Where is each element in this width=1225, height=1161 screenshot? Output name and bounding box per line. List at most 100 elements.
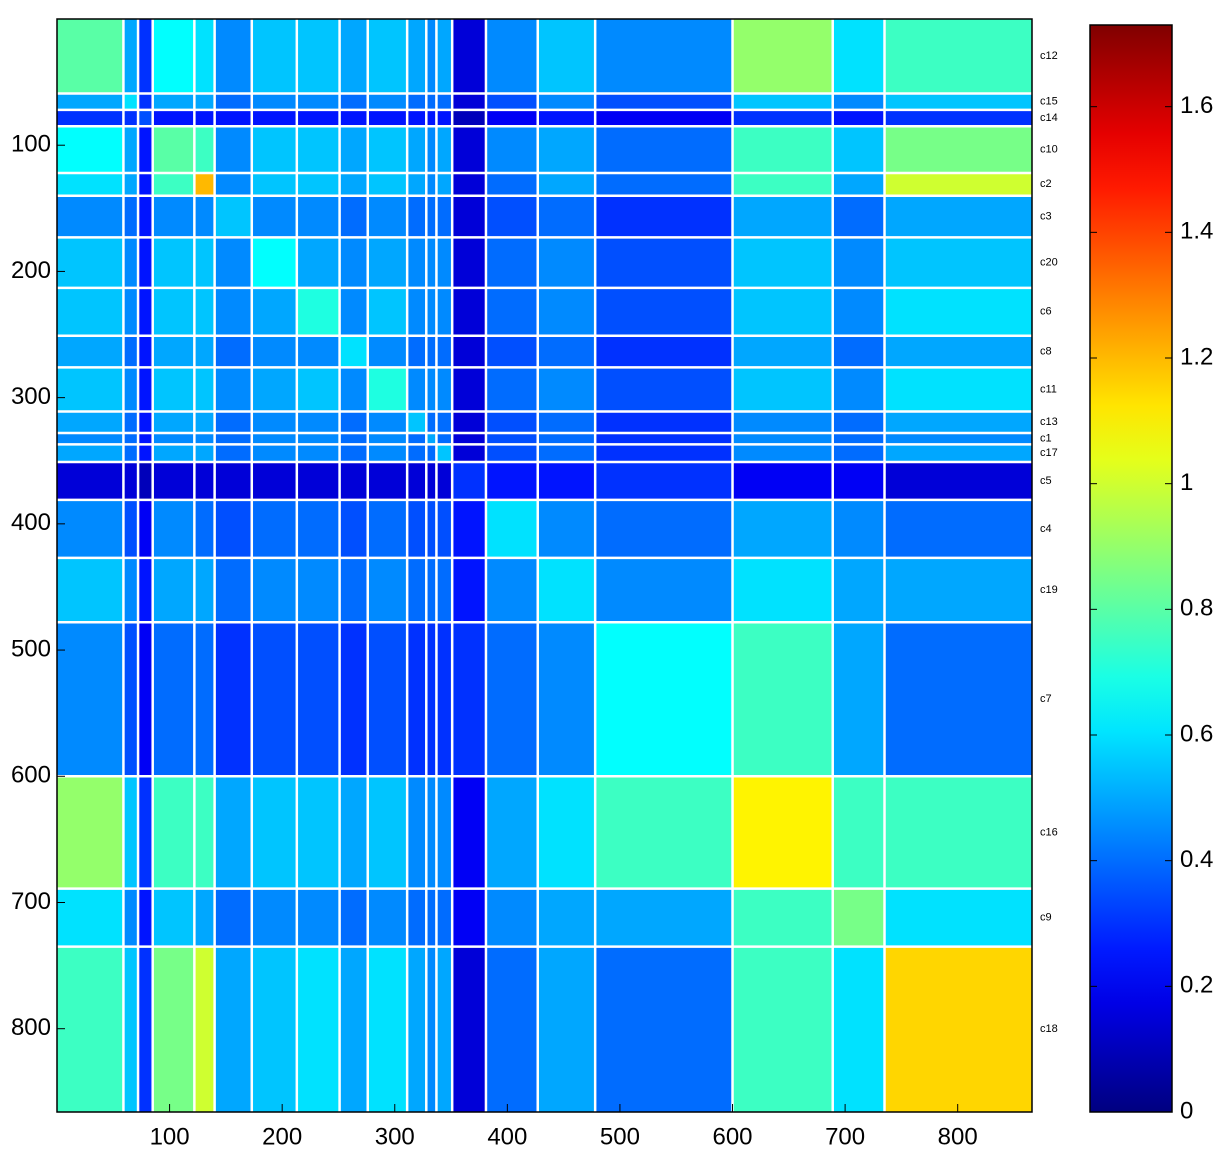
heatmap-cell bbox=[452, 335, 487, 368]
heatmap-cell bbox=[296, 237, 341, 289]
cluster-label: c8 bbox=[1040, 345, 1052, 357]
heatmap-cell bbox=[57, 287, 124, 337]
heatmap-cell bbox=[485, 776, 539, 890]
x-tick-label: 400 bbox=[487, 1123, 527, 1150]
cluster-label: c16 bbox=[1040, 826, 1058, 838]
heatmap-cell bbox=[485, 335, 539, 368]
heatmap-cell bbox=[214, 335, 253, 368]
cluster-label: c14 bbox=[1040, 112, 1058, 124]
heatmap-cell bbox=[251, 622, 298, 777]
heatmap-cell bbox=[832, 19, 886, 94]
heatmap-cell bbox=[595, 237, 734, 289]
heatmap-cell bbox=[367, 367, 408, 413]
heatmap-cell bbox=[296, 444, 341, 463]
heatmap-cell bbox=[296, 109, 341, 127]
heatmap-cell bbox=[57, 946, 124, 1113]
heatmap-cell bbox=[138, 888, 154, 948]
heatmap-cell bbox=[296, 367, 341, 413]
heatmap-cell bbox=[595, 287, 734, 337]
heatmap-cell bbox=[152, 444, 195, 463]
heatmap-cell bbox=[214, 367, 253, 413]
heatmap-cell bbox=[537, 109, 596, 127]
y-tick-label: 800 bbox=[11, 1014, 51, 1041]
heatmap-cell bbox=[485, 195, 539, 238]
heatmap-cell bbox=[251, 432, 298, 445]
y-tick-label: 100 bbox=[11, 131, 51, 158]
heatmap-cell bbox=[251, 287, 298, 337]
heatmap-cell bbox=[152, 195, 195, 238]
heatmap-cell bbox=[595, 622, 734, 777]
heatmap-cell bbox=[194, 432, 216, 445]
heatmap-cell bbox=[367, 287, 408, 337]
heatmap-cell bbox=[832, 109, 886, 127]
heatmap-cell bbox=[595, 172, 734, 197]
heatmap-cell bbox=[123, 444, 139, 463]
heatmap-cell bbox=[595, 411, 734, 434]
heatmap-cell bbox=[426, 335, 437, 368]
heatmap-cell bbox=[57, 172, 124, 197]
heatmap-cell bbox=[485, 499, 539, 559]
heatmap-cell bbox=[138, 19, 154, 94]
heatmap-cell bbox=[296, 195, 341, 238]
heatmap-cell bbox=[832, 499, 886, 559]
cluster-label: c12 bbox=[1040, 50, 1058, 62]
heatmap-cell bbox=[367, 172, 408, 197]
heatmap-cell bbox=[194, 946, 216, 1113]
heatmap-cell bbox=[367, 335, 408, 368]
heatmap-cell bbox=[339, 237, 369, 289]
heatmap-cell bbox=[214, 444, 253, 463]
heatmap-cell bbox=[339, 287, 369, 337]
heatmap-cell bbox=[485, 888, 539, 948]
heatmap-cell bbox=[884, 946, 1033, 1113]
heatmap-cell bbox=[138, 195, 154, 238]
heatmap-cell bbox=[452, 622, 487, 777]
heatmap-cell bbox=[152, 367, 195, 413]
y-tick-label: 200 bbox=[11, 257, 51, 284]
heatmap-cell bbox=[123, 367, 139, 413]
heatmap-cell bbox=[367, 93, 408, 111]
heatmap-cell bbox=[339, 432, 369, 445]
heatmap-cell bbox=[407, 462, 427, 501]
heatmap-cell bbox=[214, 557, 253, 623]
heatmap-cell bbox=[194, 622, 216, 777]
heatmap-cell bbox=[339, 776, 369, 890]
heatmap-cell bbox=[123, 109, 139, 127]
heatmap-cell bbox=[452, 888, 487, 948]
heatmap-cell bbox=[436, 557, 453, 623]
heatmap-cell bbox=[339, 499, 369, 559]
heatmap-cell bbox=[152, 462, 195, 501]
colorbar-tick-label: 0 bbox=[1180, 1097, 1193, 1124]
heatmap-cell bbox=[214, 432, 253, 445]
heatmap-cell bbox=[407, 946, 427, 1113]
heatmap-cell bbox=[296, 172, 341, 197]
heatmap-cell bbox=[152, 287, 195, 337]
x-tick-label: 200 bbox=[262, 1123, 302, 1150]
heatmap-cell bbox=[884, 109, 1033, 127]
heatmap-cell bbox=[485, 237, 539, 289]
heatmap-cell bbox=[251, 195, 298, 238]
heatmap-cell bbox=[152, 499, 195, 559]
heatmap-cell bbox=[732, 126, 834, 174]
heatmap-cell bbox=[152, 93, 195, 111]
y-tick-label: 500 bbox=[11, 635, 51, 662]
heatmap-cell bbox=[407, 335, 427, 368]
heatmap-cell bbox=[251, 499, 298, 559]
heatmap-cell bbox=[367, 19, 408, 94]
y-tick-label: 700 bbox=[11, 888, 51, 915]
heatmap-cell bbox=[732, 411, 834, 434]
heatmap-cell bbox=[436, 237, 453, 289]
heatmap-cell bbox=[732, 287, 834, 337]
heatmap-cell bbox=[426, 367, 437, 413]
heatmap-cell bbox=[123, 622, 139, 777]
heatmap-cell bbox=[251, 109, 298, 127]
heatmap-cell bbox=[123, 432, 139, 445]
heatmap-cell bbox=[732, 776, 834, 890]
heatmap-cell bbox=[194, 287, 216, 337]
heatmap-cell bbox=[123, 237, 139, 289]
cluster-label: c9 bbox=[1040, 912, 1052, 924]
heatmap-cell bbox=[832, 195, 886, 238]
heatmap-cell bbox=[214, 888, 253, 948]
heatmap-cell bbox=[537, 195, 596, 238]
heatmap-cell bbox=[436, 195, 453, 238]
